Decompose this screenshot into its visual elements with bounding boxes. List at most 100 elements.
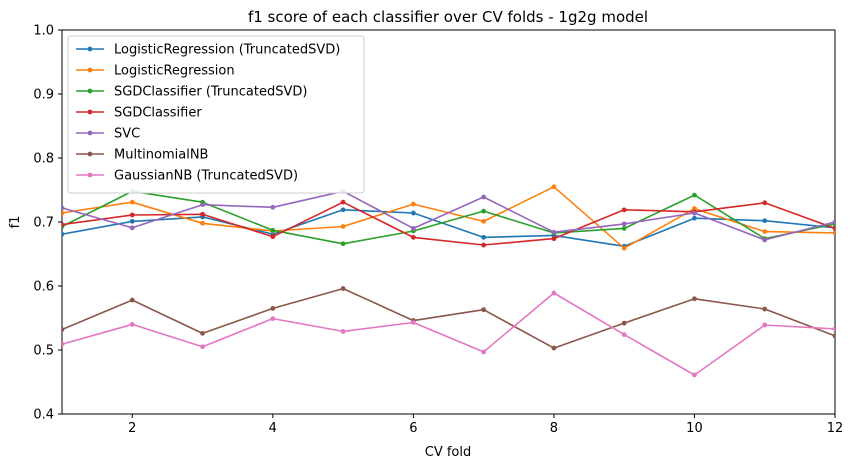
legend-marker bbox=[87, 151, 93, 157]
series-line bbox=[62, 292, 835, 376]
data-point bbox=[129, 322, 135, 327]
data-point bbox=[762, 237, 768, 243]
data-point bbox=[762, 322, 768, 328]
data-point bbox=[692, 372, 697, 378]
x-tick-label: 2 bbox=[128, 421, 136, 436]
data-point bbox=[551, 345, 557, 351]
data-point bbox=[62, 210, 65, 216]
data-point bbox=[410, 234, 416, 240]
data-point bbox=[621, 332, 627, 338]
data-point bbox=[481, 194, 487, 200]
legend-label: LogisticRegression bbox=[114, 64, 235, 79]
y-tick-label: 0.6 bbox=[33, 280, 54, 295]
legend-marker bbox=[87, 109, 93, 115]
data-point bbox=[340, 286, 346, 291]
legend: LogisticRegression (TruncatedSVD) Logisti… bbox=[67, 35, 365, 194]
data-point bbox=[200, 344, 205, 350]
data-point bbox=[621, 226, 627, 231]
data-point bbox=[551, 290, 557, 296]
legend-label: GaussianNB (TruncatedSVD) bbox=[114, 169, 298, 184]
x-tick-label: 12 bbox=[827, 421, 844, 436]
legend-marker bbox=[87, 67, 93, 73]
data-point bbox=[832, 230, 835, 236]
data-point bbox=[762, 200, 768, 206]
data-point bbox=[621, 245, 627, 251]
data-point bbox=[832, 219, 835, 225]
series-line bbox=[62, 287, 835, 349]
data-point bbox=[481, 349, 487, 355]
data-point bbox=[340, 329, 346, 334]
series-group bbox=[62, 184, 835, 378]
data-point bbox=[340, 207, 346, 213]
data-point bbox=[62, 231, 65, 237]
data-point bbox=[270, 316, 276, 322]
data-point bbox=[832, 226, 835, 231]
data-point bbox=[551, 236, 557, 242]
data-point bbox=[410, 320, 416, 325]
plot-area: 2 4 6 8 10 12 0.4 0.5 0.6 0.7 0.8 0.9 1.0 LogisticReg… bbox=[33, 24, 843, 437]
data-point bbox=[762, 218, 768, 224]
data-point bbox=[551, 184, 557, 190]
legend-box bbox=[67, 35, 365, 194]
data-point bbox=[200, 211, 205, 217]
data-point bbox=[270, 234, 276, 240]
data-point bbox=[129, 225, 135, 231]
data-point bbox=[692, 192, 697, 198]
data-point bbox=[621, 207, 627, 213]
legend-marker bbox=[87, 130, 93, 136]
data-point bbox=[200, 220, 205, 226]
data-point bbox=[551, 229, 557, 235]
x-axis-label: CV fold bbox=[425, 445, 472, 460]
legend-label: LogisticRegression (TruncatedSVD) bbox=[114, 43, 340, 58]
y-axis-label: f1 bbox=[8, 216, 23, 229]
y-tick-label: 0.8 bbox=[33, 152, 54, 167]
data-point bbox=[410, 226, 416, 231]
data-point bbox=[481, 234, 487, 240]
data-point bbox=[62, 327, 65, 332]
y-tick-label: 1.0 bbox=[33, 24, 54, 39]
x-tick-label: 8 bbox=[550, 421, 558, 436]
data-point bbox=[692, 210, 697, 216]
data-point bbox=[692, 296, 697, 302]
legend-marker bbox=[87, 46, 93, 52]
legend-marker bbox=[87, 88, 93, 94]
data-point bbox=[762, 229, 768, 235]
data-point bbox=[832, 326, 835, 332]
data-point bbox=[129, 218, 135, 224]
data-point bbox=[270, 227, 276, 233]
data-point bbox=[200, 202, 205, 208]
x-tick-label: 6 bbox=[409, 421, 417, 436]
y-tick-label: 0.9 bbox=[33, 88, 54, 103]
data-point bbox=[340, 199, 346, 205]
x-tick-label: 4 bbox=[269, 421, 277, 436]
data-point bbox=[129, 212, 135, 218]
data-point bbox=[481, 208, 487, 214]
data-point bbox=[621, 320, 627, 326]
data-point bbox=[200, 330, 205, 336]
data-point bbox=[340, 224, 346, 229]
data-point bbox=[762, 306, 768, 312]
data-point bbox=[410, 210, 416, 216]
x-tick-label: 10 bbox=[686, 421, 703, 436]
series-line bbox=[62, 190, 835, 241]
data-point bbox=[832, 333, 835, 339]
data-point bbox=[62, 222, 65, 227]
y-tick-label: 0.5 bbox=[33, 344, 54, 359]
y-tick-label: 0.7 bbox=[33, 216, 54, 231]
chart-title: f1 score of each classifier over CV fold… bbox=[248, 8, 648, 26]
data-point bbox=[410, 201, 416, 207]
data-point bbox=[340, 241, 346, 247]
legend-label: SGDClassifier (TruncatedSVD) bbox=[114, 85, 307, 100]
data-point bbox=[270, 204, 276, 210]
data-point bbox=[692, 215, 697, 221]
series-line bbox=[62, 209, 835, 248]
legend-marker bbox=[87, 172, 93, 178]
data-point bbox=[62, 341, 65, 347]
legend-label: MultinomialNB bbox=[114, 148, 208, 163]
legend-label: SVC bbox=[114, 127, 140, 142]
series-line bbox=[62, 190, 835, 245]
data-point bbox=[270, 306, 276, 311]
data-point bbox=[129, 199, 135, 205]
data-point bbox=[481, 242, 487, 248]
data-point bbox=[481, 218, 487, 224]
